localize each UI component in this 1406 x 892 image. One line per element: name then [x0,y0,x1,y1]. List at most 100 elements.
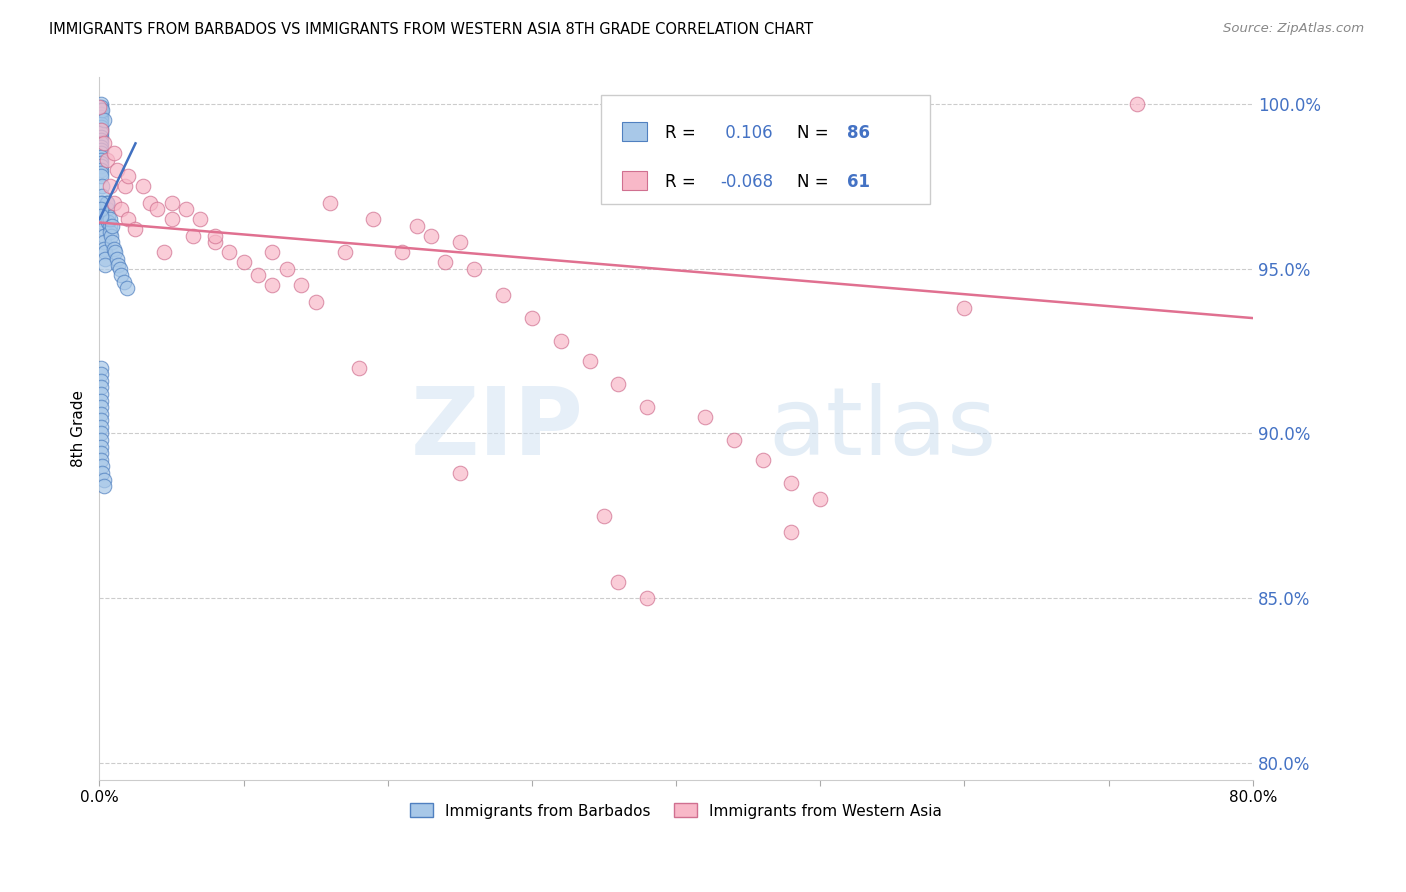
Point [90,374,112,388]
Point [93,136,115,151]
Point [91,459,114,474]
Text: 86: 86 [846,124,870,142]
Point [90,360,112,375]
Point [90,129,112,144]
Text: R =: R = [665,124,700,142]
Point [89,106,111,120]
Point [89,110,111,124]
Point [90,440,112,454]
Point [90,106,112,120]
Point [232,255,254,269]
Point [90,136,112,151]
Point [105,252,128,266]
Point [108,261,131,276]
Text: 0.106: 0.106 [720,124,772,142]
Point [550,334,572,348]
Point [808,492,831,507]
Point [131,179,153,194]
Point [90,367,112,381]
Point [91,189,114,203]
Point [101,219,124,233]
Point [90,146,112,161]
Point [94,252,117,266]
Point [89,120,111,134]
Point [139,195,162,210]
Point [90,160,112,174]
Point [636,591,658,606]
Point [290,278,312,293]
Point [90,150,112,164]
FancyBboxPatch shape [621,171,647,190]
Point [780,525,803,540]
Text: ZIP: ZIP [411,383,583,475]
Point [96,195,118,210]
Point [90,133,112,147]
Point [91,195,114,210]
Point [204,228,226,243]
Legend: Immigrants from Barbados, Immigrants from Western Asia: Immigrants from Barbados, Immigrants fro… [405,797,948,824]
Point [90,209,112,223]
Point [115,281,138,295]
Point [89,103,111,118]
Point [90,96,112,111]
Point [90,117,112,131]
Point [89,117,111,131]
Point [96,153,118,167]
Point [90,446,112,460]
Point [117,212,139,227]
Point [91,209,114,223]
Point [174,202,197,217]
Point [89,113,111,128]
Point [218,245,240,260]
Point [90,387,112,401]
Point [107,258,129,272]
Point [153,245,176,260]
Point [90,123,112,137]
Point [160,212,183,227]
Point [405,219,427,233]
Point [91,103,114,118]
Point [723,433,745,447]
Point [94,258,117,272]
Point [90,202,112,217]
Point [90,166,112,180]
Point [90,127,112,141]
Point [98,219,121,233]
Point [90,212,112,227]
Point [117,169,139,184]
Text: Source: ZipAtlas.com: Source: ZipAtlas.com [1223,22,1364,36]
Point [100,228,122,243]
Point [90,169,112,184]
Point [247,268,270,283]
Point [190,212,212,227]
Point [492,288,515,302]
Point [91,215,114,229]
Point [90,113,112,128]
Point [97,215,120,229]
Point [449,466,471,480]
Point [780,475,803,490]
Point [90,195,112,210]
Point [90,153,112,167]
Point [93,242,115,256]
Text: 61: 61 [846,173,870,191]
Point [90,143,112,157]
Point [607,574,630,589]
Point [103,195,125,210]
Point [93,479,115,493]
Point [90,156,112,170]
Point [90,393,112,408]
Y-axis label: 8th Grade: 8th Grade [72,390,86,467]
Point [463,261,485,276]
FancyBboxPatch shape [621,122,647,141]
Point [204,235,226,250]
Point [93,222,115,236]
Point [90,426,112,441]
Point [90,380,112,394]
Point [665,146,688,161]
Point [90,103,112,118]
Point [93,113,115,128]
Point [98,179,121,194]
Point [101,235,124,250]
Point [319,195,342,210]
